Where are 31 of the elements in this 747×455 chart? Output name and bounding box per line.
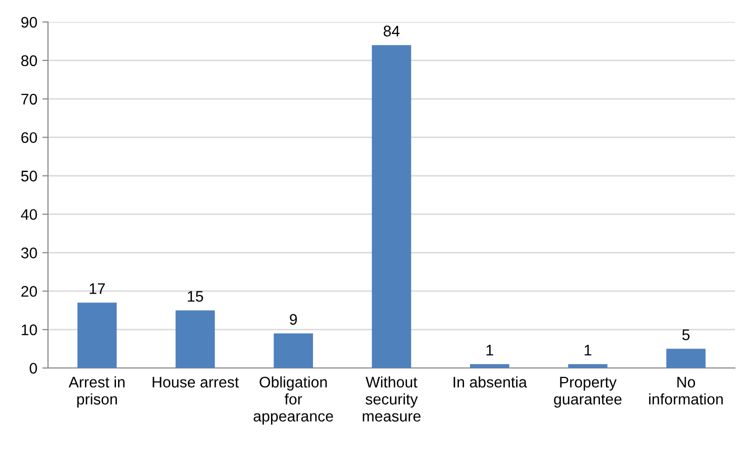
x-tick-label: Without security measure xyxy=(362,376,421,422)
y-tick-label: 80 xyxy=(21,55,37,66)
x-tick-label: No information xyxy=(649,376,723,405)
x-tick-label: Arrest in prison xyxy=(68,376,125,408)
x-tick-label: In absentia xyxy=(454,376,528,388)
data-label: 1 xyxy=(584,344,592,356)
y-tick-label: 40 xyxy=(20,209,37,220)
bar xyxy=(470,364,510,368)
bar xyxy=(666,348,706,368)
bar xyxy=(176,310,215,368)
data-label: 5 xyxy=(682,330,690,340)
y-tick-label: 0 xyxy=(30,362,37,374)
y-tick-label: 70 xyxy=(21,94,37,105)
bar xyxy=(568,364,608,368)
bar xyxy=(77,302,117,368)
y-tick-label: 50 xyxy=(21,170,37,182)
data-label: 15 xyxy=(188,291,204,302)
y-tick-label: 10 xyxy=(22,324,37,336)
bar xyxy=(372,45,412,368)
data-label: 17 xyxy=(90,283,105,294)
x-tick-label: House arrest xyxy=(152,376,239,388)
y-tick-label: 30 xyxy=(21,248,37,258)
x-tick-label: Obligation for appearance xyxy=(254,376,334,425)
y-tick-label: 20 xyxy=(21,286,37,297)
y-tick-label: 60 xyxy=(21,132,37,144)
data-label: 9 xyxy=(290,314,297,325)
data-label: 1 xyxy=(486,344,494,356)
x-tick-label: Property guarantee xyxy=(554,376,622,408)
data-label: 84 xyxy=(384,26,400,36)
bar xyxy=(274,333,313,368)
y-tick-label: 90 xyxy=(21,16,37,28)
